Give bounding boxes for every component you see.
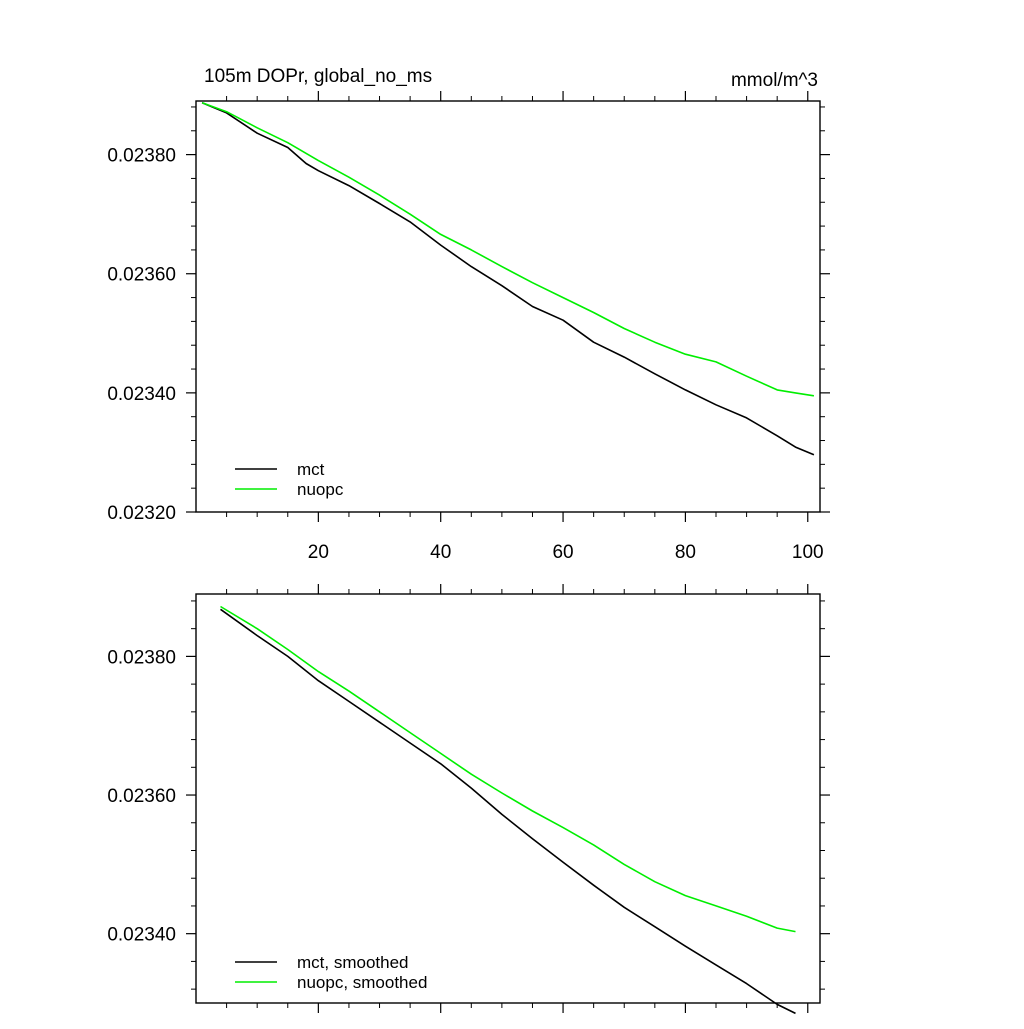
x-tick-label: 80 [675,542,696,563]
legend-label: nuopc [297,480,344,499]
y-tick-label: 0.02360 [107,265,176,286]
y-tick-label: 0.02360 [107,786,176,807]
y-tick-label: 0.02380 [107,647,176,668]
series-line-nuopc-smoothed [220,605,796,933]
x-tick-label: 100 [792,542,824,563]
plot-frame-2 [195,593,821,1004]
y-tick-label: 0.02340 [107,384,176,405]
series-line-mct-smoothed [220,608,796,1015]
x-tick-label: 60 [552,542,573,563]
units-label: mmol/m^3 [731,70,818,91]
legend-label: mct [297,460,325,479]
series-line-nuopc [201,102,815,397]
series-line-mct [201,102,815,456]
x-tick-label: 20 [308,542,329,563]
x-tick-label: 40 [430,542,451,563]
y-tick-label: 0.02320 [107,503,176,524]
legend-label: nuopc, smoothed [297,973,427,992]
chart-title: 105m DOPr, global_no_ms [204,66,432,87]
y-tick-label: 0.02340 [107,925,176,946]
y-tick-label: 0.02380 [107,146,176,167]
legend-label: mct, smoothed [297,953,409,972]
plot-frame-1 [195,100,821,513]
